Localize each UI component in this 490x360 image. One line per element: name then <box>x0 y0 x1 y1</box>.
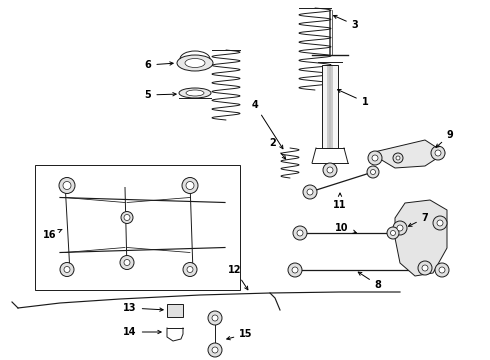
Circle shape <box>435 150 441 156</box>
Ellipse shape <box>179 88 211 98</box>
Circle shape <box>391 230 395 235</box>
Bar <box>167 303 183 316</box>
Circle shape <box>288 263 302 277</box>
Circle shape <box>59 177 75 194</box>
Circle shape <box>63 181 71 189</box>
Circle shape <box>393 153 403 163</box>
Circle shape <box>367 166 379 178</box>
Ellipse shape <box>185 59 205 68</box>
Circle shape <box>372 155 378 161</box>
Circle shape <box>60 262 74 276</box>
Circle shape <box>124 260 130 266</box>
Polygon shape <box>370 140 445 168</box>
Circle shape <box>422 265 428 271</box>
Circle shape <box>186 181 194 189</box>
Ellipse shape <box>186 90 204 96</box>
Text: 5: 5 <box>145 90 176 100</box>
Circle shape <box>293 226 307 240</box>
Text: 2: 2 <box>270 138 286 159</box>
Text: 4: 4 <box>252 100 283 149</box>
Circle shape <box>124 215 130 220</box>
Circle shape <box>327 167 333 173</box>
Bar <box>35 165 240 290</box>
Circle shape <box>368 151 382 165</box>
Circle shape <box>439 267 445 273</box>
Text: 14: 14 <box>123 327 161 337</box>
Circle shape <box>297 230 303 236</box>
Circle shape <box>433 216 447 230</box>
Circle shape <box>393 221 407 235</box>
Circle shape <box>435 263 449 277</box>
Circle shape <box>182 177 198 194</box>
Text: 15: 15 <box>227 329 253 340</box>
Circle shape <box>387 227 399 239</box>
Bar <box>322 65 338 148</box>
Circle shape <box>303 185 317 199</box>
Text: 9: 9 <box>436 130 453 148</box>
Circle shape <box>208 311 222 325</box>
Text: 3: 3 <box>334 15 358 30</box>
Circle shape <box>121 212 133 224</box>
Ellipse shape <box>177 55 213 71</box>
Circle shape <box>396 156 400 160</box>
Text: 12: 12 <box>228 265 248 290</box>
Circle shape <box>437 220 443 226</box>
Circle shape <box>307 189 313 195</box>
Circle shape <box>208 343 222 357</box>
Circle shape <box>120 256 134 270</box>
Text: 1: 1 <box>338 89 368 107</box>
Circle shape <box>418 261 432 275</box>
Circle shape <box>323 163 337 177</box>
Circle shape <box>183 262 197 276</box>
Text: 11: 11 <box>333 193 347 210</box>
Text: 13: 13 <box>123 303 163 313</box>
Polygon shape <box>395 200 447 276</box>
Text: 8: 8 <box>358 272 381 290</box>
Circle shape <box>212 315 218 321</box>
Text: 7: 7 <box>409 213 428 226</box>
Circle shape <box>397 225 403 231</box>
Circle shape <box>212 347 218 353</box>
Text: 10: 10 <box>335 223 356 233</box>
Circle shape <box>370 170 375 175</box>
Circle shape <box>187 266 193 273</box>
Circle shape <box>431 146 445 160</box>
Circle shape <box>292 267 298 273</box>
Circle shape <box>64 266 70 273</box>
Text: 16: 16 <box>43 229 62 240</box>
Text: 6: 6 <box>145 60 173 70</box>
